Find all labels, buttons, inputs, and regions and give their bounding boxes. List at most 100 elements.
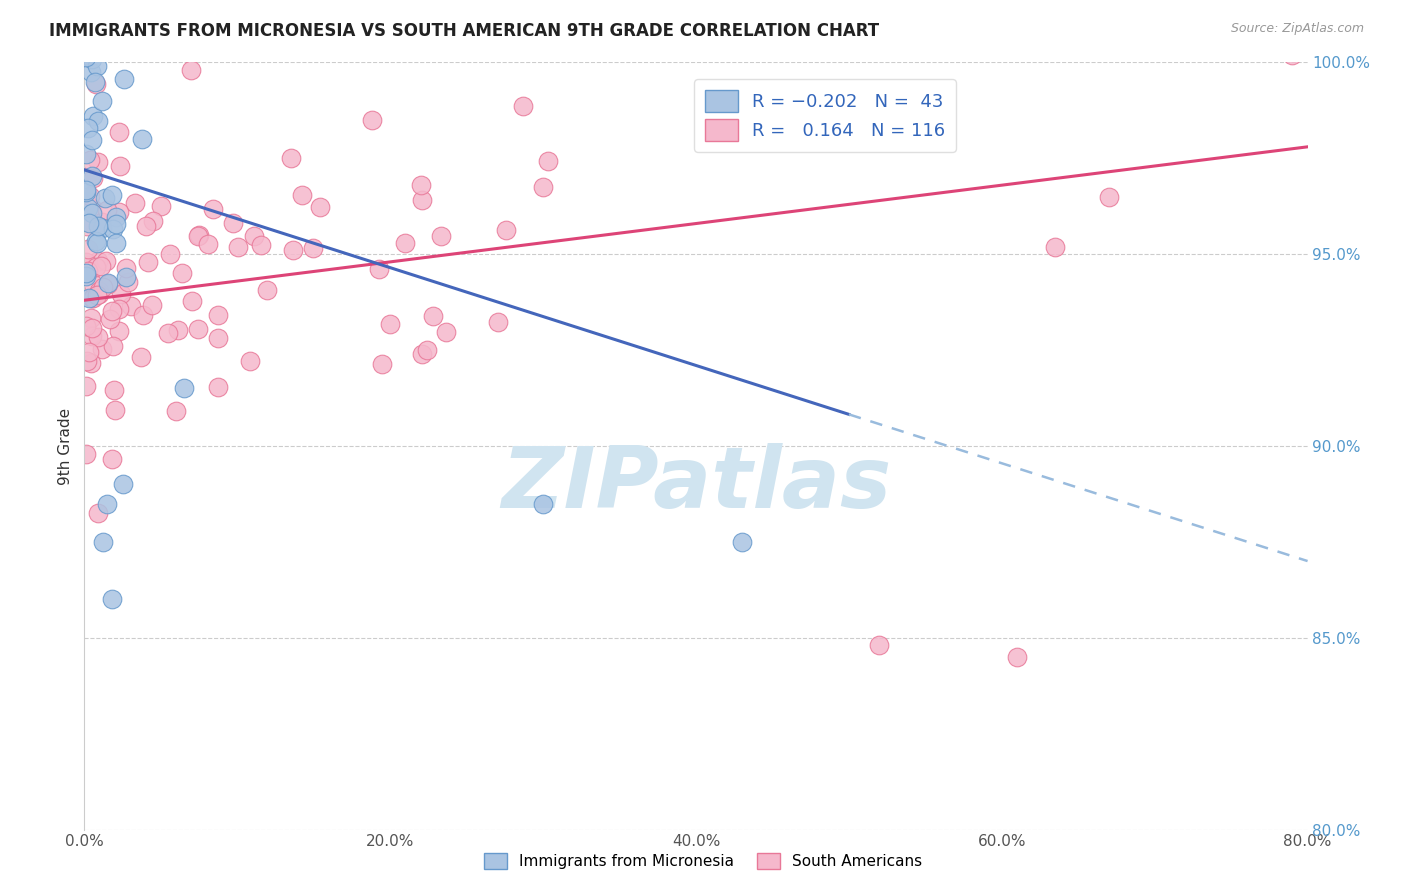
Point <box>107 302 129 317</box>
Point <box>101 451 124 466</box>
Point <box>180 63 202 78</box>
Point <box>101 338 124 352</box>
Point <box>222 216 245 230</box>
Point <box>108 205 131 219</box>
Point <box>101 592 124 607</box>
Point <box>188 228 211 243</box>
Point <box>429 228 451 243</box>
Point <box>79 344 101 359</box>
Point <box>117 275 139 289</box>
Point <box>1005 649 1028 664</box>
Point <box>82 320 104 334</box>
Point <box>207 331 229 345</box>
Point <box>97 276 120 290</box>
Point <box>87 254 110 268</box>
Point <box>1098 189 1121 203</box>
Point <box>86 58 108 72</box>
Point <box>378 318 401 332</box>
Point <box>531 180 554 194</box>
Point <box>87 219 110 233</box>
Y-axis label: 9th Grade: 9th Grade <box>58 408 73 484</box>
Point <box>434 326 457 340</box>
Point <box>368 261 391 276</box>
Point <box>83 74 105 88</box>
Point <box>180 293 202 308</box>
Point <box>120 299 142 313</box>
Point <box>75 379 97 393</box>
Point <box>89 287 111 301</box>
Point <box>91 279 114 293</box>
Point <box>103 383 125 397</box>
Point <box>97 277 120 291</box>
Point <box>135 219 157 233</box>
Point <box>142 213 165 227</box>
Point <box>76 219 98 233</box>
Point <box>91 534 114 549</box>
Point <box>77 216 100 230</box>
Point <box>486 315 509 329</box>
Text: ZIPatlas: ZIPatlas <box>501 442 891 526</box>
Point <box>91 95 114 109</box>
Point <box>84 235 107 249</box>
Point <box>156 326 179 341</box>
Point <box>159 247 181 261</box>
Point <box>301 241 323 255</box>
Point <box>75 255 97 269</box>
Point <box>187 322 209 336</box>
Point <box>1281 47 1303 62</box>
Point <box>75 318 97 333</box>
Point <box>82 53 104 67</box>
Point <box>75 183 97 197</box>
Point <box>77 263 100 277</box>
Point <box>132 308 155 322</box>
Point <box>86 77 108 91</box>
Point <box>96 202 118 217</box>
Point <box>207 308 229 322</box>
Point <box>394 235 416 250</box>
Point <box>82 292 104 306</box>
Point <box>77 291 100 305</box>
Point <box>80 206 103 220</box>
Text: IMMIGRANTS FROM MICRONESIA VS SOUTH AMERICAN 9TH GRADE CORRELATION CHART: IMMIGRANTS FROM MICRONESIA VS SOUTH AMER… <box>49 22 879 40</box>
Point <box>87 329 110 343</box>
Point <box>76 258 98 272</box>
Point <box>93 191 115 205</box>
Legend: R = −0.202   N =  43, R =   0.164   N = 116: R = −0.202 N = 43, R = 0.164 N = 116 <box>695 79 956 152</box>
Point <box>108 42 131 56</box>
Point <box>94 254 117 268</box>
Point <box>91 221 114 235</box>
Point <box>371 357 394 371</box>
Point <box>80 291 103 305</box>
Point <box>110 286 132 301</box>
Point <box>173 381 195 395</box>
Point <box>731 534 754 549</box>
Point <box>291 187 314 202</box>
Point <box>226 240 249 254</box>
Point <box>411 347 433 361</box>
Point <box>141 298 163 312</box>
Point <box>409 178 432 193</box>
Point <box>187 229 209 244</box>
Point <box>536 154 558 169</box>
Point <box>76 201 98 215</box>
Point <box>82 170 104 185</box>
Point <box>104 236 127 251</box>
Point <box>256 283 278 297</box>
Point <box>101 221 124 235</box>
Point <box>80 311 103 326</box>
Point <box>150 199 173 213</box>
Point <box>531 496 554 510</box>
Point <box>82 277 104 292</box>
Point <box>416 343 439 358</box>
Point <box>108 125 131 139</box>
Point <box>101 188 124 202</box>
Point <box>80 356 103 370</box>
Legend: Immigrants from Micronesia, South Americans: Immigrants from Micronesia, South Americ… <box>478 847 928 875</box>
Point <box>87 114 110 128</box>
Point <box>76 353 98 368</box>
Point <box>243 228 266 243</box>
Point <box>77 121 100 136</box>
Point <box>79 189 101 203</box>
Point <box>96 496 118 510</box>
Point <box>79 64 101 78</box>
